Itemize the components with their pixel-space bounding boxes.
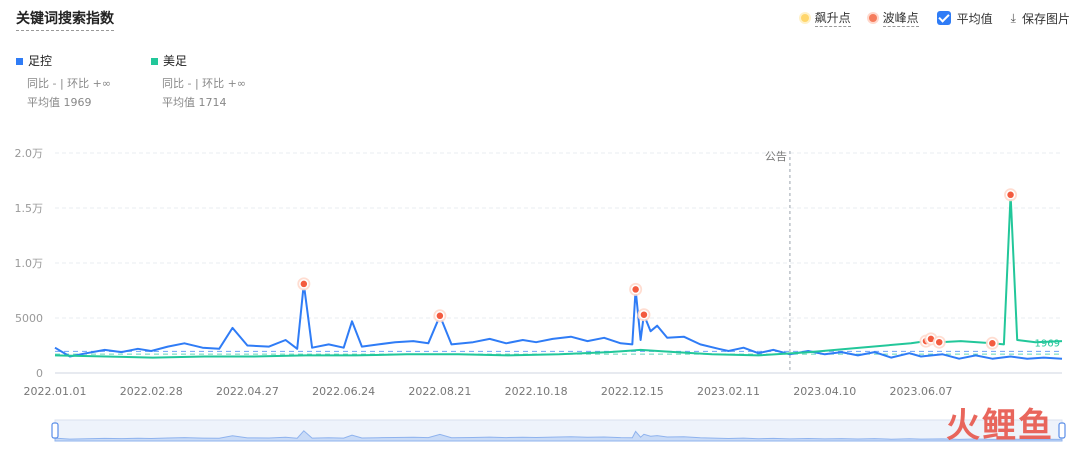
series-2-average: 平均值 1714 [162,96,227,109]
average-label: 平均值 [956,11,993,26]
average-checkbox[interactable] [936,11,951,25]
toolbar: 飙升点 波峰点 平均值 ⤓ 保存图片 [800,9,1070,27]
rise-point-icon [800,14,809,22]
peak-marker [1005,190,1016,200]
y-tick-label: 1.0万 [15,257,44,270]
x-tick-label: 2022.10.18 [505,385,568,398]
x-tick-label: 2022.08.21 [408,385,471,398]
series-line-1 [54,282,1063,360]
watermark-logo: 火鲤鱼 [946,406,1054,446]
y-tick-label: 2.0万 [15,147,44,160]
x-tick-label: 2023.06.07 [889,385,952,398]
peak-point-toggle[interactable]: 波峰点 [868,9,919,27]
peak-halo [985,336,999,350]
x-tick-label: 2022.04.27 [216,385,279,398]
peak-halo [919,334,933,348]
peak-halo [1004,188,1018,202]
series-1-name: 足控 [28,54,53,68]
peak-halo [932,335,946,349]
peak-marker [299,279,309,289]
rise-point-toggle[interactable]: 飙升点 [800,9,851,27]
peak-marker [921,336,931,346]
peak-halo [924,332,938,346]
peak-point-label: 波峰点 [882,11,919,27]
peak-marker [435,311,445,321]
x-tick-label: 2023.02.11 [697,385,760,398]
peak-marker [987,338,998,349]
series-1-compare: 同比 - | 环比 +∞ [27,77,112,90]
peak-point-icon [868,14,877,22]
navigator-track [54,419,1063,442]
y-tick-label: 1.5万 [15,202,44,215]
x-tick-label: 2022.01.01 [24,385,87,398]
peak-halo [433,309,447,323]
series-2-swatch [151,58,158,65]
peak-marker [630,284,641,295]
x-tick-label: 2022.02.28 [120,385,183,398]
legend-series-1[interactable]: 足控 同比 - | 环比 +∞ 平均值 1969 [16,52,111,112]
y-tick-label: 0 [36,367,43,380]
peak-halo [637,308,651,322]
peak-marker [934,337,944,347]
peak-marker [926,334,936,344]
save-image-button[interactable]: ⤓ 保存图片 [1011,10,1070,27]
chart-title: 关键词搜索指数 [16,8,114,31]
x-tick-label: 2023.04.10 [793,385,856,398]
series-2-compare: 同比 - | 环比 +∞ [162,77,247,90]
end-value-label: 1969 [1035,338,1060,349]
average-toggle[interactable]: 平均值 [936,10,993,27]
x-tick-label: 2022.06.24 [312,385,375,398]
navigator-handle-right [1058,422,1066,439]
annotation-label: 公告 [765,150,787,163]
navigator-area [54,430,1063,442]
legend-series-2[interactable]: 美足 同比 - | 环比 +∞ 平均值 1714 [151,52,246,112]
save-image-label: 保存图片 [1021,11,1070,26]
series-2-name: 美足 [163,54,188,68]
y-tick-label: 5000 [15,312,43,325]
peak-halo [629,282,643,296]
navigator-handle-left [51,422,59,439]
peak-marker [639,309,649,320]
rise-point-label: 飙升点 [814,11,851,27]
x-tick-label: 2022.12.15 [601,385,664,398]
download-icon: ⤓ [1010,10,1016,25]
series-1-swatch [16,58,23,65]
peak-halo [297,277,311,291]
series-1-average: 平均值 1969 [27,96,92,109]
series-line-2 [54,193,1063,359]
